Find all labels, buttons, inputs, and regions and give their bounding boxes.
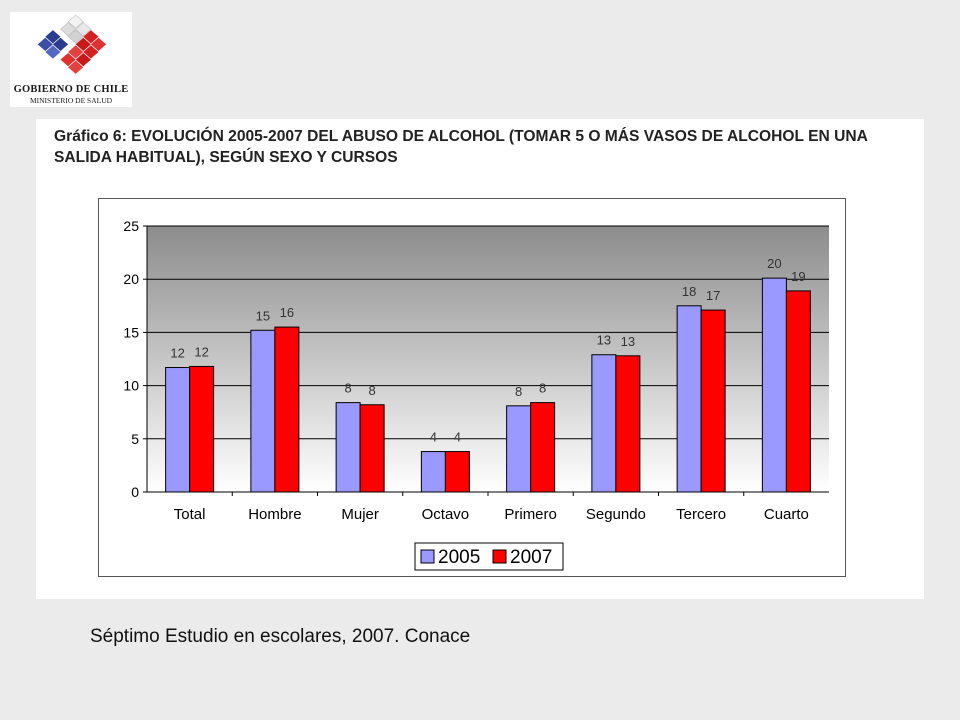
data-label-2005: 8 — [515, 384, 522, 399]
bar-2007 — [359, 404, 385, 493]
y-tick-label: 25 — [123, 218, 139, 234]
x-tick-label: Mujer — [341, 506, 379, 523]
x-tick-label: Cuarto — [764, 506, 809, 523]
y-tick-label: 0 — [131, 484, 139, 500]
x-tick-label: Segundo — [586, 506, 646, 523]
logo-text-ministerio: MINISTERIO DE SALUD — [29, 96, 113, 105]
bar-2005 — [506, 405, 532, 493]
y-tick-label: 5 — [131, 431, 139, 447]
data-label-2005: 12 — [170, 346, 184, 361]
logo-emblem-icon — [37, 14, 107, 74]
bar-2007 — [615, 355, 641, 493]
data-label-2005: 8 — [345, 381, 352, 396]
data-label-2007: 12 — [194, 344, 208, 359]
data-label-2005: 18 — [682, 284, 696, 299]
gobierno-de-chile-logo: GOBIERNO DE CHILE MINISTERIO DE SALUD — [10, 12, 132, 107]
bar-2005 — [591, 354, 617, 493]
chart-panel: Gráfico 6: EVOLUCIÓN 2005-2007 DEL ABUSO… — [36, 119, 924, 599]
x-tick-label: Tercero — [676, 506, 726, 523]
data-label-2007: 8 — [369, 383, 376, 398]
x-tick-label: Primero — [504, 506, 557, 523]
data-label-2007: 19 — [791, 269, 805, 284]
data-label-2005: 15 — [256, 308, 270, 323]
data-label-2005: 13 — [597, 333, 611, 348]
x-tick-label: Hombre — [248, 506, 301, 523]
y-tick-label: 20 — [123, 271, 139, 287]
y-tick-label: 10 — [123, 378, 139, 394]
bar-2007 — [530, 402, 556, 493]
data-label-2005: 20 — [767, 256, 781, 271]
bar-2007 — [700, 309, 726, 493]
logo-text-gobierno: GOBIERNO DE CHILE — [13, 84, 129, 95]
legend-label-2007: 2007 — [510, 547, 552, 568]
bar-chart: 0 5 10 15 20 25 Total 12 12 Hombre 15 16 Mujer 8 8 Octa… — [123, 218, 829, 571]
bar-2007 — [785, 290, 811, 493]
bar-2005 — [676, 305, 702, 493]
y-tick-label: 15 — [123, 324, 139, 340]
bar-2007 — [444, 451, 470, 493]
data-label-2007: 16 — [280, 305, 294, 320]
bar-2005 — [250, 329, 276, 493]
bar-2005 — [420, 451, 446, 493]
plot-area — [147, 226, 829, 492]
chart-title: Gráfico 6: EVOLUCIÓN 2005-2007 DEL ABUSO… — [54, 128, 868, 166]
bar-2005 — [761, 277, 787, 493]
data-label-2007: 17 — [706, 288, 720, 303]
x-tick-label: Total — [174, 506, 206, 523]
legend-label-2005: 2005 — [438, 547, 480, 568]
data-label-2005: 4 — [430, 430, 437, 445]
chart-frame: 0 5 10 15 20 25 Total 12 12 Hombre 15 16 Mujer 8 8 Octa… — [98, 198, 846, 577]
source-note: Séptimo Estudio en escolares, 2007. Cona… — [90, 626, 471, 647]
bar-2005 — [165, 367, 191, 493]
data-label-2007: 13 — [621, 334, 635, 349]
data-label-2007: 8 — [539, 381, 546, 396]
legend-swatch-2005 — [420, 549, 435, 564]
x-tick-label: Octavo — [422, 506, 470, 523]
bar-2005 — [335, 402, 361, 493]
data-label-2007: 4 — [454, 430, 461, 445]
legend-swatch-2007 — [492, 549, 507, 564]
bar-2007 — [274, 326, 300, 493]
bar-2007 — [189, 365, 215, 493]
legend — [414, 542, 564, 571]
